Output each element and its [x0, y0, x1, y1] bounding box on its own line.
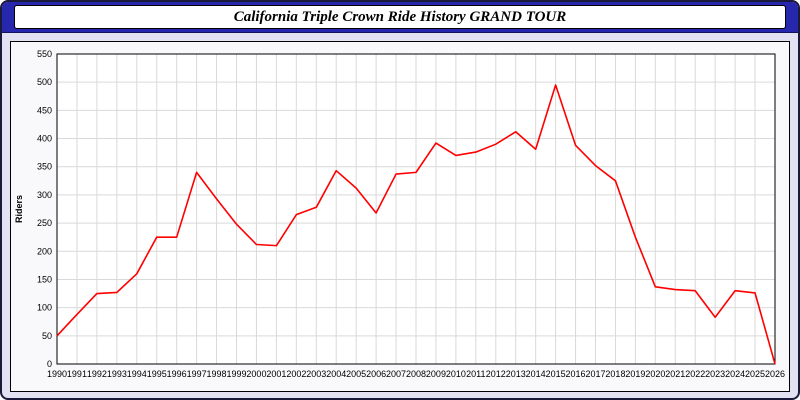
x-tick-label: 2026 — [765, 369, 785, 379]
x-tick-label: 2011 — [466, 369, 485, 379]
x-tick-label: 2019 — [625, 369, 645, 379]
x-tick-label: 1992 — [87, 369, 107, 379]
y-tick-label: 550 — [37, 49, 52, 59]
x-tick-label: 2001 — [266, 369, 286, 379]
page-title: California Triple Crown Ride History GRA… — [233, 8, 567, 25]
x-tick-label: 1990 — [47, 369, 67, 379]
x-tick-label: 2023 — [705, 369, 725, 379]
y-tick-label: 150 — [37, 274, 52, 284]
riders-series-line — [56, 84, 776, 365]
x-tick-label: 2005 — [346, 369, 366, 379]
x-tick-label: 2021 — [665, 369, 685, 379]
x-tick-label: 2012 — [486, 369, 506, 379]
y-tick-label: 500 — [37, 77, 52, 87]
x-tick-label: 2016 — [566, 369, 586, 379]
x-tick-label: 2015 — [546, 369, 566, 379]
x-tick-label: 1996 — [167, 369, 187, 379]
y-tick-label: 100 — [37, 303, 52, 313]
x-tick-label: 2018 — [605, 369, 625, 379]
x-tick-label: 2008 — [406, 369, 426, 379]
y-tick-label: 400 — [37, 134, 52, 144]
y-tick-label: 200 — [37, 246, 52, 256]
y-tick-label: 450 — [37, 105, 52, 115]
x-tick-label: 1995 — [147, 369, 167, 379]
x-tick-label: 2004 — [326, 369, 346, 379]
x-tick-label: 2010 — [446, 369, 466, 379]
x-tick-label: 2013 — [506, 369, 526, 379]
x-tick-label: 2002 — [286, 369, 306, 379]
x-tick-label: 1993 — [107, 369, 127, 379]
chart-panel: 0 50 100 150 200 250 300 350 400 450 500 550 1990 199… — [10, 41, 790, 392]
x-tick-label: 1997 — [187, 369, 207, 379]
x-tick-label: 2007 — [386, 369, 406, 379]
x-tick-label: 2014 — [526, 369, 546, 379]
x-tick-label: 1994 — [127, 369, 147, 379]
x-tick-label: 2003 — [306, 369, 326, 379]
x-tick-label: 2025 — [745, 369, 765, 379]
x-tick-label: 2024 — [725, 369, 745, 379]
x-tick-label: 2017 — [585, 369, 605, 379]
x-tick-label: 2020 — [645, 369, 665, 379]
x-tick-label: 1998 — [207, 369, 227, 379]
titlebar: California Triple Crown Ride History GRA… — [2, 2, 798, 33]
y-tick-label: 300 — [37, 190, 52, 200]
x-tick-label: 1991 — [67, 369, 87, 379]
x-tick-label: 1999 — [226, 369, 246, 379]
x-tick-label: 2000 — [246, 369, 266, 379]
y-axis-label: Riders — [14, 195, 24, 223]
x-tick-label: 2009 — [426, 369, 446, 379]
y-tick-label: 50 — [42, 331, 52, 341]
title-box: California Triple Crown Ride History GRA… — [14, 5, 786, 29]
y-tick-label: 350 — [37, 162, 52, 172]
x-tick-label: 2006 — [366, 369, 386, 379]
x-tick-label: 2022 — [685, 369, 705, 379]
y-tick-label: 250 — [37, 218, 52, 228]
y-tick-label: 0 — [47, 359, 52, 369]
